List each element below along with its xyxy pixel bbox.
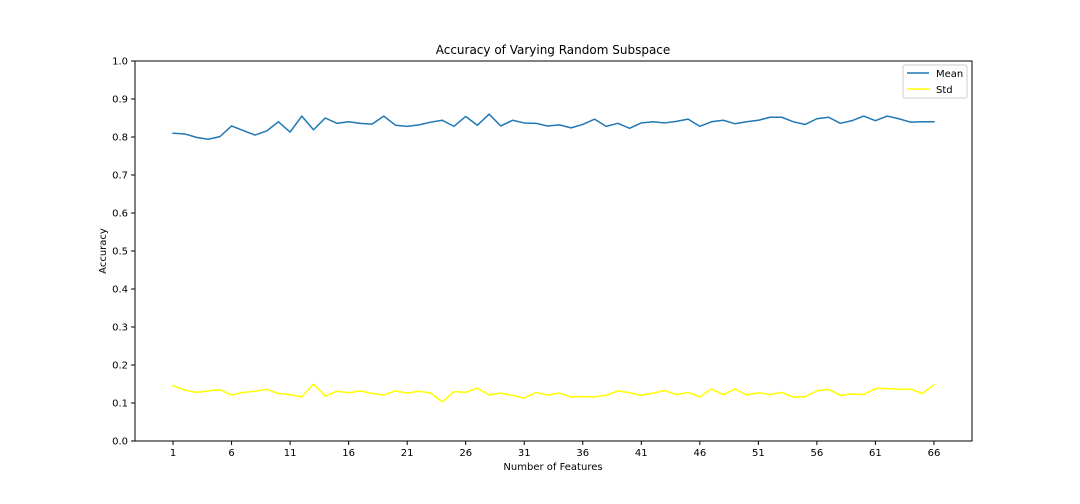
legend-label-mean: Mean xyxy=(936,69,963,80)
y-tick-label: 0.1 xyxy=(112,399,128,410)
y-tick-label: 0.6 xyxy=(112,209,128,220)
x-tick-label: 16 xyxy=(342,448,355,459)
x-tick-label: 6 xyxy=(228,448,234,459)
y-tick-label: 0.7 xyxy=(112,171,128,182)
x-tick-label: 66 xyxy=(928,448,941,459)
plot-frame xyxy=(134,60,973,442)
x-tick-label: 36 xyxy=(576,448,589,459)
legend: Mean Std xyxy=(902,64,968,99)
y-axis-label: Accuracy xyxy=(98,228,109,274)
series-line-mean xyxy=(172,113,935,141)
y-tick-label: 0.4 xyxy=(112,285,128,296)
chart-title: Accuracy of Varying Random Subspace xyxy=(436,43,671,57)
x-tick-label: 51 xyxy=(752,448,765,459)
y-tick-label: 0.5 xyxy=(112,247,128,258)
series-line-std xyxy=(172,383,935,403)
plot-lines xyxy=(172,113,935,403)
x-tick-label: 26 xyxy=(459,448,472,459)
x-tick-label: 46 xyxy=(693,448,706,459)
y-tick-label: 0.8 xyxy=(112,133,128,144)
x-tick-label: 41 xyxy=(635,448,648,459)
y-axis-ticks: 0.0 0.1 0.2 0.3 0.4 0.5 0.6 0.7 0.8 0.9 1.0 xyxy=(112,57,135,448)
y-tick-label: 0.9 xyxy=(112,95,128,106)
x-tick-label: 31 xyxy=(518,448,531,459)
x-tick-label: 21 xyxy=(401,448,414,459)
y-tick-label: 0.0 xyxy=(112,437,128,448)
y-tick-label: 0.3 xyxy=(112,323,128,334)
x-axis-ticks: 1 6 11 16 21 26 31 36 41 46 51 56 61 66 xyxy=(170,441,940,459)
y-tick-label: 0.2 xyxy=(112,361,128,372)
x-tick-label: 61 xyxy=(869,448,882,459)
y-tick-label: 1.0 xyxy=(112,57,128,68)
x-tick-label: 11 xyxy=(284,448,297,459)
x-tick-label: 1 xyxy=(170,448,176,459)
x-axis-label: Number of Features xyxy=(503,462,602,473)
x-tick-label: 56 xyxy=(811,448,824,459)
legend-label-std: Std xyxy=(936,85,953,96)
